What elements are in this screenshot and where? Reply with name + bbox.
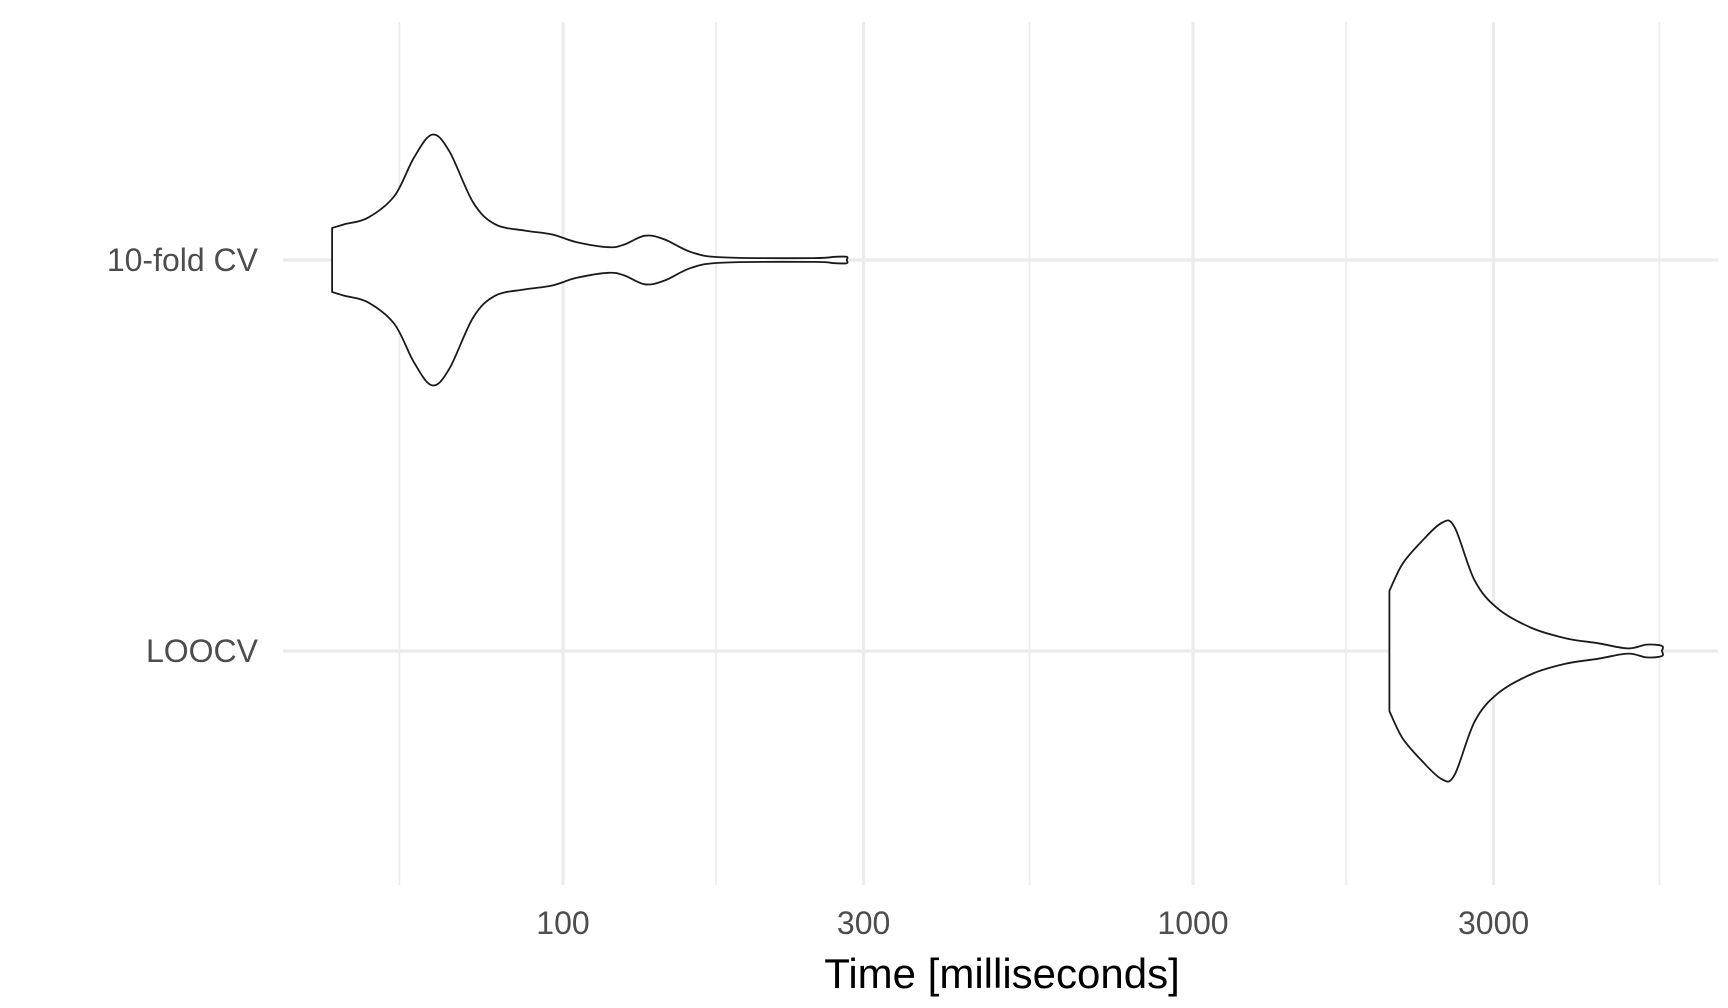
x-tick-labels: 100 300 1000 3000 bbox=[536, 905, 1529, 941]
x-tick-label-3000: 3000 bbox=[1458, 905, 1529, 941]
x-tick-label-100: 100 bbox=[536, 905, 589, 941]
x-tick-label-1000: 1000 bbox=[1157, 905, 1228, 941]
y-tick-label-loocv: LOOCV bbox=[146, 633, 259, 669]
x-tick-label-300: 300 bbox=[837, 905, 890, 941]
y-tick-labels: 10-fold CV LOOCV bbox=[107, 242, 259, 669]
major-gridlines bbox=[283, 22, 1718, 885]
violin-loocv bbox=[1388, 519, 1664, 783]
y-tick-label-10-fold-cv: 10-fold CV bbox=[107, 242, 259, 278]
x-axis-title: Time [milliseconds] bbox=[824, 950, 1180, 997]
violins bbox=[331, 133, 1664, 783]
minor-gridlines bbox=[398, 22, 1661, 885]
violin-10-fold-cv bbox=[331, 133, 849, 387]
